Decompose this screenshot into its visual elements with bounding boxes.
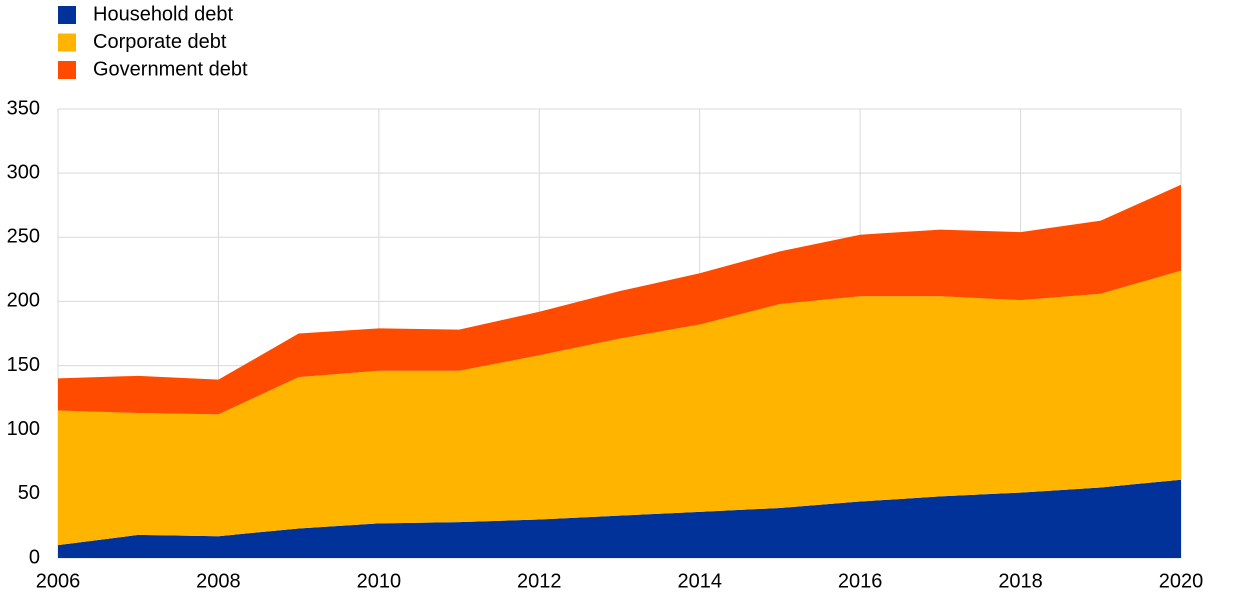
y-tick-label: 50: [18, 482, 40, 504]
y-tick-label: 350: [7, 97, 40, 119]
y-tick-label: 150: [7, 354, 40, 376]
x-tick-label: 2008: [196, 570, 241, 592]
area: [58, 184, 1181, 415]
y-tick-label: 250: [7, 226, 40, 248]
area: [58, 270, 1181, 546]
x-tick-label: 2020: [1159, 570, 1204, 592]
x-tick-label: 2018: [998, 570, 1043, 592]
legend-swatch: [58, 61, 76, 79]
x-tick-label: 2014: [677, 570, 722, 592]
legend-label: Corporate debt: [93, 31, 227, 53]
x-tick-label: 2010: [357, 570, 402, 592]
x-tick-label: 2016: [838, 570, 883, 592]
x-tick-label: 2012: [517, 570, 562, 592]
y-tick-label: 300: [7, 161, 40, 183]
legend-label: Government debt: [93, 58, 248, 80]
y-tick-label: 200: [7, 290, 40, 312]
x-tick-label: 2006: [36, 570, 81, 592]
y-tick-label: 0: [29, 546, 40, 568]
y-tick-label: 100: [7, 418, 40, 440]
legend-swatch: [58, 33, 76, 52]
legend-swatch: [58, 6, 76, 24]
legend-label: Household debt: [93, 3, 234, 25]
area: [58, 479, 1181, 558]
